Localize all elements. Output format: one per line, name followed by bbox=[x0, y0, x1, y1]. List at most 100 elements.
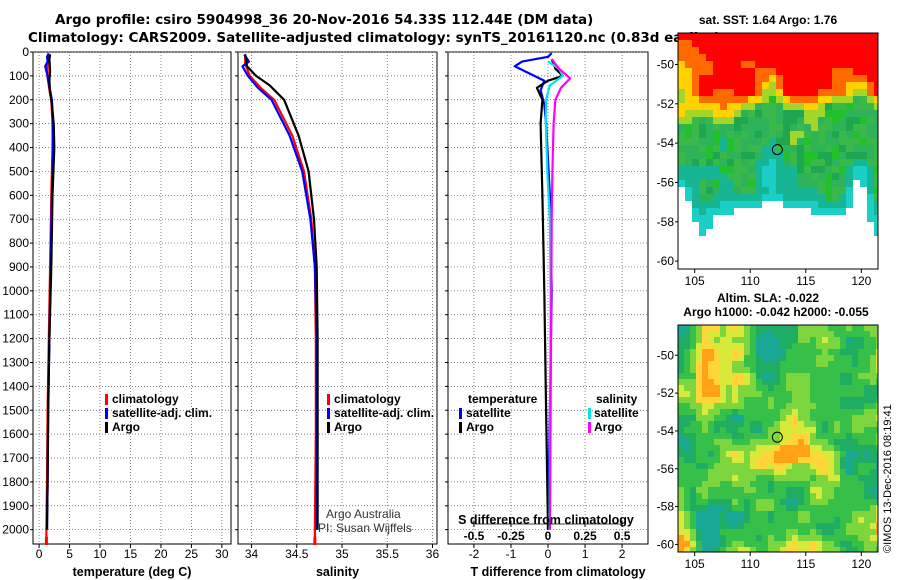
sst-map-cell bbox=[797, 138, 804, 145]
sla-map-cell bbox=[708, 409, 714, 415]
sst-map-cell bbox=[818, 257, 825, 264]
sla-map-cell bbox=[876, 355, 878, 361]
sst-map-cell bbox=[699, 236, 706, 243]
sla-map-cell bbox=[738, 481, 744, 487]
sst-map-cell bbox=[804, 215, 811, 222]
sst-map-cell bbox=[748, 194, 755, 201]
sla-map-cell bbox=[798, 493, 804, 499]
sla-map-cell bbox=[840, 517, 846, 523]
sst-map-cell bbox=[825, 124, 832, 131]
sla-map-cell bbox=[708, 535, 714, 541]
sst-map-cell bbox=[804, 159, 811, 166]
sla-map-cell bbox=[864, 397, 870, 403]
sla-map-cell bbox=[822, 421, 828, 427]
sla-map-cell bbox=[744, 505, 750, 511]
sst-map-cell bbox=[748, 47, 755, 54]
sla-map-cell bbox=[690, 547, 696, 552]
sla-map-cell bbox=[780, 409, 786, 415]
sla-map-cell bbox=[744, 397, 750, 403]
sst-map-cell bbox=[727, 54, 734, 61]
sla-map-cell bbox=[798, 517, 804, 523]
sst-map-cell bbox=[846, 250, 853, 257]
sla-map-cell bbox=[684, 517, 690, 523]
sst-map-cell bbox=[846, 201, 853, 208]
sst-map-cell bbox=[678, 75, 685, 82]
sla-map-cell bbox=[840, 493, 846, 499]
sla-map-cell bbox=[798, 445, 804, 451]
sst-map-cell bbox=[853, 222, 860, 229]
temperature-xtick-label: 15 bbox=[124, 547, 138, 561]
sst-map-cell bbox=[776, 47, 783, 54]
sla-map-cell bbox=[744, 409, 750, 415]
sla-map-cell bbox=[840, 421, 846, 427]
sla-map-cell bbox=[702, 349, 708, 355]
sst-map-cell bbox=[783, 33, 790, 40]
sst-map-cell bbox=[797, 264, 804, 269]
sla-map-cell bbox=[678, 415, 684, 421]
sla-map-cell bbox=[762, 385, 768, 391]
sla-map-cell bbox=[780, 523, 786, 529]
sst-map-cell bbox=[790, 68, 797, 75]
sla-map-cell bbox=[852, 469, 858, 475]
sla-map-cell bbox=[702, 355, 708, 361]
sst-map-cell bbox=[832, 257, 839, 264]
sla-map-cell bbox=[810, 385, 816, 391]
sla-map-cell bbox=[732, 367, 738, 373]
sla-map-cell bbox=[810, 445, 816, 451]
sst-map-cell bbox=[804, 96, 811, 103]
sla-map-cell bbox=[870, 529, 876, 535]
s-axis-title: S difference from climatology bbox=[458, 513, 634, 527]
sla-map-cell bbox=[828, 469, 834, 475]
sst-map-cell bbox=[678, 110, 685, 117]
sst-map-cell bbox=[762, 75, 769, 82]
sla-map-cell bbox=[846, 529, 852, 535]
sla-map-cell bbox=[768, 337, 774, 343]
sla-map-cell bbox=[834, 331, 840, 337]
sla-map-cell bbox=[678, 499, 684, 505]
sst-map-cell bbox=[769, 47, 776, 54]
sla-map-cell bbox=[798, 433, 804, 439]
sla-map-cell bbox=[780, 469, 786, 475]
sla-map-cell bbox=[702, 493, 708, 499]
sla-map-cell bbox=[810, 511, 816, 517]
sla-map-cell bbox=[858, 451, 864, 457]
sla-map-cell bbox=[684, 511, 690, 517]
sla-map-cell bbox=[810, 547, 816, 552]
sla-map-cell bbox=[804, 547, 810, 552]
sla-map-cell bbox=[726, 361, 732, 367]
sst-map-cell bbox=[853, 173, 860, 180]
sst-map-cell bbox=[783, 257, 790, 264]
sst-map-cell bbox=[825, 201, 832, 208]
depth-tick-label: 500 bbox=[9, 164, 29, 178]
sla-map-cell bbox=[870, 469, 876, 475]
sst-map-cell bbox=[839, 187, 846, 194]
sla-map-cell bbox=[834, 493, 840, 499]
sla-map-cell bbox=[690, 445, 696, 451]
sla-map-cell bbox=[846, 337, 852, 343]
sst-map-cell bbox=[811, 138, 818, 145]
sst-map-cell bbox=[692, 229, 699, 236]
sla-map-cell bbox=[774, 463, 780, 469]
sst-map-cell bbox=[727, 33, 734, 40]
sla-map-cell bbox=[696, 391, 702, 397]
sst-map-cell bbox=[727, 180, 734, 187]
argo-australia-note: Argo Australia bbox=[326, 507, 401, 521]
sla-map-cell bbox=[774, 469, 780, 475]
sla-map-cell bbox=[744, 511, 750, 517]
title-line-2: Climatology: CARS2009. Satellite-adjuste… bbox=[28, 30, 720, 46]
sst-map-cell bbox=[839, 250, 846, 257]
sla-map-cell bbox=[804, 373, 810, 379]
sla-map-cell bbox=[732, 523, 738, 529]
sla-map-cell bbox=[780, 517, 786, 523]
sla-map-cell bbox=[822, 385, 828, 391]
sla-map-cell bbox=[696, 529, 702, 535]
sst-map-cell bbox=[804, 201, 811, 208]
sla-map-cell bbox=[864, 469, 870, 475]
sla-map-cell bbox=[798, 349, 804, 355]
sla-map-cell bbox=[858, 385, 864, 391]
sla-map-cell bbox=[834, 511, 840, 517]
sst-map-cell bbox=[776, 236, 783, 243]
sla-map-cell bbox=[858, 481, 864, 487]
sla-map-cell bbox=[864, 379, 870, 385]
sla-map-cell bbox=[726, 367, 732, 373]
